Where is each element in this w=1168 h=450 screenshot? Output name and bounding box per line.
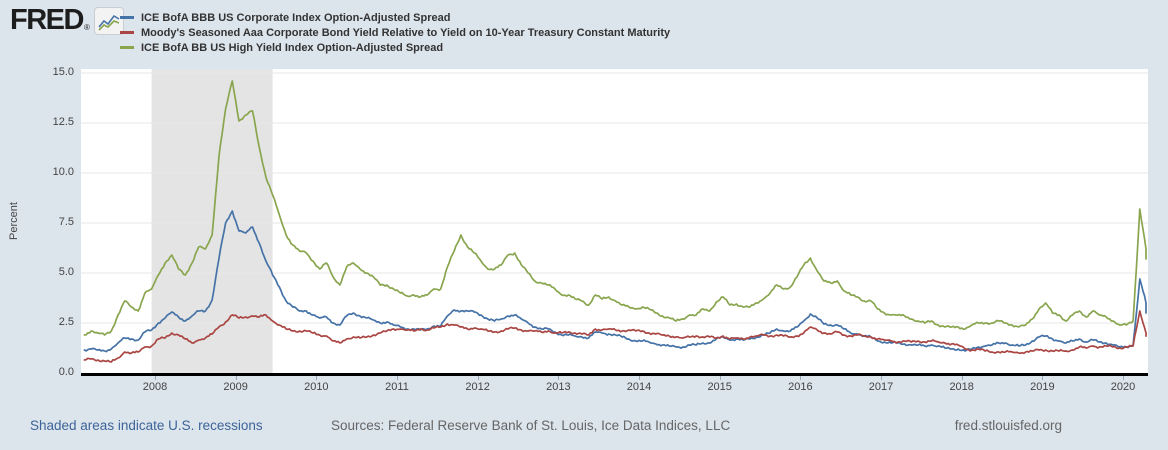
fred-site-link[interactable]: fred.stlouisfed.org bbox=[954, 418, 1062, 433]
y-axis-tick-label: 7.5 bbox=[58, 216, 74, 228]
y-axis-tick-label: 5.0 bbox=[58, 266, 74, 278]
recession-shading bbox=[151, 69, 273, 373]
legend-item-label: Moody's Seasoned Aaa Corporate Bond Yiel… bbox=[141, 26, 671, 39]
legend-item: Moody's Seasoned Aaa Corporate Bond Yiel… bbox=[120, 25, 670, 40]
x-axis-tick-label: 2008 bbox=[142, 381, 168, 393]
x-axis-tick-label: 2010 bbox=[304, 381, 329, 393]
fred-logo-chart-icon bbox=[93, 6, 124, 35]
chart-svg bbox=[81, 69, 1148, 373]
series-line-bbb-oas bbox=[83, 210, 1147, 353]
x-axis-tick-label: 2015 bbox=[707, 381, 732, 393]
legend-item: ICE BofA BBB US Corporate Index Option-A… bbox=[120, 10, 670, 25]
x-axis-tick-label: 2014 bbox=[626, 381, 652, 393]
legend-item-label: ICE BofA BBB US Corporate Index Option-A… bbox=[141, 11, 451, 24]
x-axis-tick bbox=[235, 376, 237, 380]
series-line-aaa-10y-spread bbox=[83, 310, 1147, 363]
x-axis-tick bbox=[558, 376, 560, 380]
x-axis-tick-label: 2018 bbox=[949, 381, 974, 393]
legend-line-marker bbox=[120, 16, 134, 19]
x-axis-tick-label: 2012 bbox=[465, 381, 490, 393]
x-axis-tick bbox=[316, 376, 318, 380]
y-axis-tick-label: 0.0 bbox=[58, 366, 74, 378]
legend-line-marker bbox=[120, 31, 134, 34]
x-axis-tick bbox=[397, 376, 398, 380]
chart-plot-area bbox=[81, 69, 1148, 376]
legend-item: ICE BofA BB US High Yield Index Option-A… bbox=[120, 40, 670, 55]
x-axis-tick-label: 2020 bbox=[1110, 381, 1136, 393]
y-axis-tick-label: 12.5 bbox=[52, 116, 74, 128]
fred-logo[interactable]: FRED ® bbox=[10, 6, 124, 35]
recession-note-link[interactable]: Shaded areas indicate U.S. recessions bbox=[30, 418, 263, 433]
x-axis-tick-label: 2013 bbox=[546, 381, 571, 393]
fred-logo-text: FRED bbox=[10, 4, 84, 36]
x-axis-tick-label: 2011 bbox=[385, 381, 409, 393]
x-axis-tick bbox=[800, 376, 802, 380]
y-axis-tick-label: 10.0 bbox=[52, 166, 74, 178]
x-axis-tick-label: 2019 bbox=[1030, 381, 1055, 393]
legend-line-marker bbox=[120, 46, 134, 49]
y-axis-tick-label: 2.5 bbox=[58, 316, 74, 328]
chart-legend: ICE BofA BBB US Corporate Index Option-A… bbox=[120, 10, 670, 55]
y-axis-tick-label: 15.0 bbox=[52, 66, 74, 78]
x-axis-tick-label: 2016 bbox=[788, 381, 813, 393]
x-axis-tick bbox=[477, 376, 479, 380]
x-axis-tick bbox=[719, 376, 721, 380]
legend-item-label: ICE BofA BB US High Yield Index Option-A… bbox=[141, 41, 444, 54]
x-axis-tick-label: 2009 bbox=[223, 381, 248, 393]
x-axis-tick bbox=[961, 376, 963, 380]
x-axis-tick-label: 2017 bbox=[868, 381, 894, 393]
x-axis-tick bbox=[881, 376, 883, 380]
x-axis-tick bbox=[639, 376, 641, 380]
series-line-bb-oas bbox=[83, 80, 1147, 336]
registered-mark: ® bbox=[83, 23, 90, 32]
x-axis-tick bbox=[1042, 376, 1044, 380]
sources-text: Sources: Federal Reserve Bank of St. Lou… bbox=[331, 418, 731, 433]
x-axis-tick bbox=[1123, 376, 1125, 380]
y-axis-title: Percent bbox=[8, 202, 20, 240]
x-axis: 2008 2009 2010 2011 2012 2013 2014 2015 2016 2017… bbox=[81, 376, 1148, 398]
x-axis-tick bbox=[155, 376, 156, 380]
